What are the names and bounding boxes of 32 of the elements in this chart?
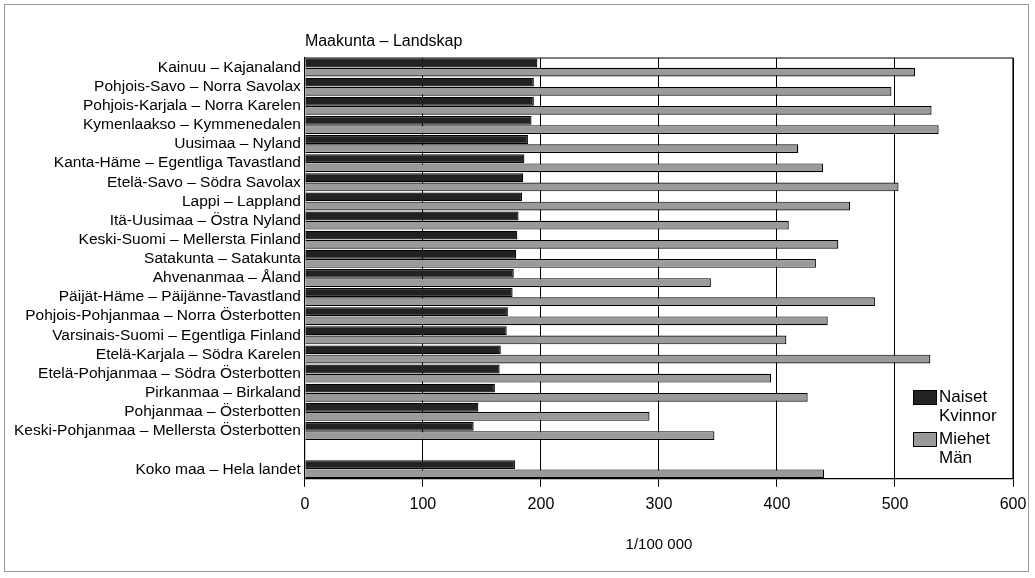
x-tick-label: 500 bbox=[881, 494, 909, 512]
y-tick-label: Kanta-Häme – Egentliga Tavastland bbox=[53, 153, 301, 171]
y-tick-label: Lappi – Lappland bbox=[181, 191, 301, 209]
legend-label: Naiset Kvinnor bbox=[939, 386, 997, 425]
x-axis-title: 1/100 000 bbox=[625, 535, 693, 553]
y-tick-label: Pohjanmaa – Österbotten bbox=[124, 402, 301, 420]
y-tick-label: Ahvenanmaa – Åland bbox=[152, 268, 301, 286]
y-tick-label: Keski-Pohjanmaa – Mellersta Österbotten bbox=[14, 421, 301, 439]
x-tick-label: 300 bbox=[645, 494, 673, 512]
y-tick-label: Pohjois-Karjala – Norra Karelen bbox=[82, 96, 301, 114]
x-tick-label: 0 bbox=[300, 494, 310, 512]
y-tick-label: Pirkanmaa – Birkaland bbox=[144, 383, 301, 401]
y-tick-label: Uusimaa – Nyland bbox=[174, 134, 301, 152]
y-tick-label: Etelä-Karjala – Södra Karelen bbox=[95, 344, 301, 362]
y-tick-label: Pohjois-Pohjanmaa – Norra Österbotten bbox=[25, 306, 301, 324]
x-tick-label: 200 bbox=[527, 494, 555, 512]
y-tick-label: Etelä-Savo – Södra Savolax bbox=[107, 172, 302, 190]
y-tick-label: Pohjois-Savo – Norra Savolax bbox=[94, 76, 302, 94]
x-tick-label: 600 bbox=[999, 494, 1027, 512]
chart-title: Maakunta – Landskap bbox=[304, 32, 463, 50]
y-tick-label: Kymenlaakso – Kymmenedalen bbox=[82, 115, 301, 133]
y-tick-label: Koko maa – Hela landet bbox=[135, 459, 302, 477]
x-tick-label: 100 bbox=[409, 494, 437, 512]
y-tick-label: Keski-Suomi – Mellersta Finland bbox=[78, 229, 301, 247]
x-tick-label: 400 bbox=[763, 494, 791, 512]
y-tick-label: Itä-Uusimaa – Östra Nyland bbox=[109, 210, 301, 228]
y-tick-label: Satakunta – Satakunta bbox=[144, 249, 302, 267]
y-tick-label: Kainuu – Kajanaland bbox=[157, 57, 301, 75]
y-tick-label: Varsinais-Suomi – Egentliga Finland bbox=[52, 325, 301, 343]
legend-label: Miehet Män bbox=[939, 428, 991, 467]
y-tick-label: Etelä-Pohjanmaa – Södra Österbotten bbox=[38, 363, 301, 381]
y-tick-label: Päijät-Häme – Päijänne-Tavastland bbox=[58, 287, 301, 305]
